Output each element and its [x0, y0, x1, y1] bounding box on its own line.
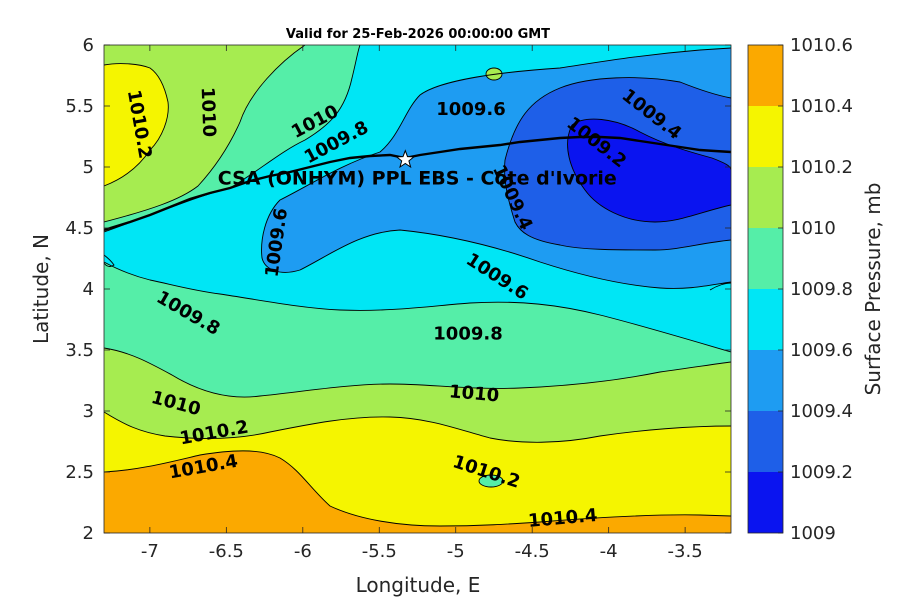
contour-line-small-1010 [485, 67, 503, 81]
x-tick-label: -7 [141, 541, 159, 562]
colorbar: 1009 1009.2 1009.4 1009.6 1009.8 1010 1010.2 10… [747, 35, 853, 544]
contour-lines [104, 45, 731, 527]
colorbar-swatch [748, 411, 783, 472]
colorbar-tick-label: 1010 [790, 218, 836, 239]
chart-title: Valid for 25-Feb-2026 00:00:00 GMT [286, 27, 550, 42]
station-label: CSA (ONHYM) PPL EBS - Cote d'Ivorie [218, 168, 617, 190]
y-tick-label: 3.5 [65, 340, 94, 361]
colorbar-swatch [748, 289, 783, 350]
band-1010-4 [104, 450, 731, 533]
colorbar-tick-label: 1009.2 [790, 462, 853, 483]
x-axis-label: Longitude, E [356, 573, 481, 597]
x-tick-label: -4 [600, 541, 618, 562]
contour-line-1010-4 [104, 450, 731, 527]
contour-line-small-1009-8 [478, 474, 504, 488]
colorbar-tick-label: 1009.8 [790, 279, 853, 300]
contour-line-1010 [104, 45, 306, 223]
band-1009 [567, 119, 731, 222]
colorbar-swatch [748, 167, 783, 228]
contour-line-1009-6-east [709, 282, 731, 291]
y-tick-label: 5 [83, 157, 94, 178]
y-tick-label: 6 [83, 35, 94, 56]
colorbar-swatch [748, 106, 783, 167]
colorbar-tick-label: 1010.6 [790, 35, 853, 56]
colorbar-tick-label: 1009 [790, 523, 836, 544]
coastline [104, 135, 731, 232]
contour-label: 1009.8 [433, 324, 502, 345]
x-tick-label: -6.5 [209, 541, 244, 562]
colorbar-swatch [748, 472, 783, 533]
colorbar-label: Surface Pressure, mb [861, 183, 885, 396]
y-tick-label: 4 [83, 279, 94, 300]
y-tick-label: 3 [83, 401, 94, 422]
x-tick-label: -6 [294, 541, 312, 562]
colorbar-tick-label: 1010.4 [790, 96, 853, 117]
contour-fill [104, 45, 731, 533]
y-tick-label: 5.5 [65, 96, 94, 117]
y-axis: 2 2.5 3 3.5 4 4.5 5 5.5 6 [65, 35, 731, 544]
colorbar-swatch [748, 350, 783, 411]
x-tick-label: -4.5 [515, 541, 550, 562]
colorbar-tick-label: 1010.2 [790, 157, 853, 178]
contour-line-1009-6-south [104, 261, 731, 353]
band-1010-2-north [104, 63, 169, 186]
colorbar-swatch [748, 228, 783, 289]
colorbar-tick-label: 1009.4 [790, 401, 853, 422]
contour-line-1009-2 [504, 77, 731, 251]
x-tick-label: -5.5 [362, 541, 397, 562]
y-tick-label: 2.5 [65, 462, 94, 483]
contour-label: 1010 [448, 381, 500, 406]
y-axis-label: Latitude, N [29, 234, 53, 344]
y-tick-label: 2 [83, 523, 94, 544]
x-tick-label: -3.5 [668, 541, 703, 562]
contour-line-1010-2-south [104, 411, 731, 443]
colorbar-tick-label: 1009.6 [790, 340, 853, 361]
contour-line-1009-4 [261, 47, 731, 289]
contour-label: 1009.6 [436, 99, 505, 120]
contour-line-1010-south [104, 347, 731, 398]
colorbar-swatch [748, 45, 783, 106]
x-axis: -7 -6.5 -6 -5.5 -5 -4.5 -4 -3.5 [141, 45, 703, 562]
band-small-1009-8 [479, 475, 503, 487]
x-tick-label: -5 [447, 541, 465, 562]
contour-line-1009-4-west [104, 254, 115, 267]
contour-line-1010-2-north [104, 63, 169, 187]
station-star-icon [395, 149, 416, 169]
contour-label: 1010 [197, 87, 220, 138]
y-tick-label: 4.5 [65, 218, 94, 239]
